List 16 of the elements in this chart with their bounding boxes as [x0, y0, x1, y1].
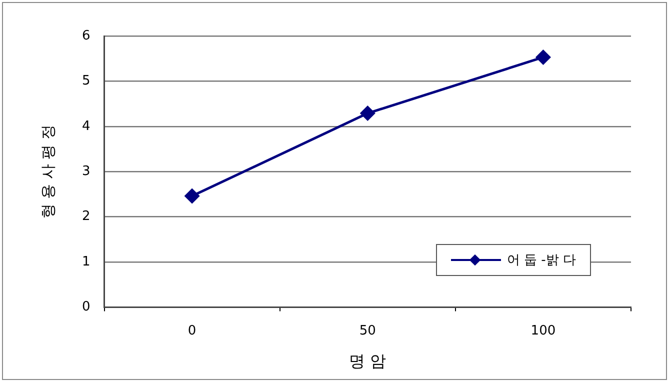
point — [360, 106, 375, 121]
y-tick-label: 6 — [82, 28, 90, 44]
y-tick-label: 3 — [82, 164, 90, 179]
y-tick-label: 4 — [82, 118, 90, 134]
x-tick-label: 50 — [359, 323, 376, 338]
y-tick-label: 0 — [82, 300, 90, 315]
y-tick-label: 5 — [82, 74, 90, 89]
legend-label: 어 둡 -밝 다 — [506, 252, 576, 269]
y-tick-label: 2 — [82, 209, 90, 224]
y-tick-label: 1 — [82, 254, 90, 270]
x-tick-label: 100 — [530, 323, 556, 338]
x-tick-label: 0 — [188, 323, 196, 338]
point — [184, 188, 200, 204]
point — [536, 50, 550, 64]
x-axis-title: 명 암 — [349, 352, 386, 371]
y-axis-title: 형 용 사 평 정 — [38, 124, 57, 219]
